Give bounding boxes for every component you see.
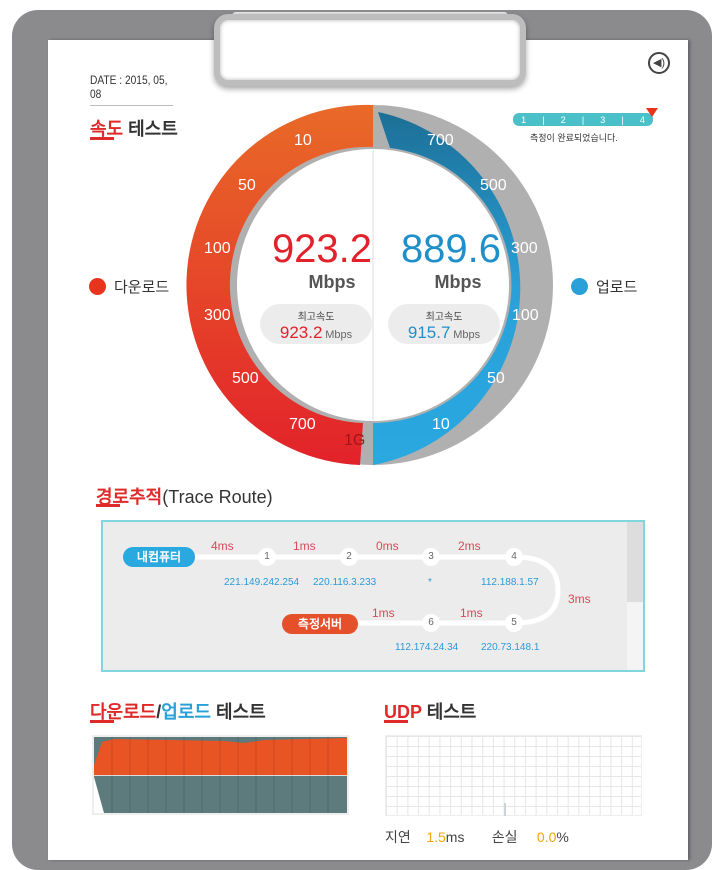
title-underline [90, 720, 114, 723]
hop-latency: 4ms [211, 539, 234, 553]
gauge-tick: 300 [204, 307, 231, 324]
trace-route-panel [101, 520, 645, 672]
title-underline [90, 137, 114, 140]
download-dot-icon [89, 278, 106, 295]
download-speed: 923.2 [271, 227, 373, 271]
hop-node: 1 [258, 548, 276, 566]
dlul-graph-svg [94, 737, 347, 813]
download-max: 최고속도 923.2 Mbps [260, 304, 372, 344]
scrollbar[interactable] [627, 522, 643, 670]
hop-latency: 2ms [458, 539, 481, 553]
speaker-icon[interactable]: ◀) [648, 52, 670, 74]
hop-latency: 0ms [376, 539, 399, 553]
trace-title: 경로추적(Trace Route) [96, 487, 273, 507]
hop-latency: 1ms [293, 539, 316, 553]
hop-node: 2 [340, 548, 358, 566]
hop-node: 3 [422, 548, 440, 566]
dlul-graph [92, 735, 349, 815]
speed-test-title: 속도 테스트 [90, 119, 178, 139]
progress-marker-icon [646, 108, 658, 117]
gauge-tick: 10 [294, 132, 312, 149]
gauge-tick: 1G [344, 432, 366, 449]
title-underline [384, 720, 408, 723]
upload-lead [94, 777, 104, 813]
udp-stats: 지연 1.5ms 손실 0.0% [385, 829, 569, 845]
test-date: DATE : 2015, 05, 08 [90, 73, 174, 106]
download-area [94, 738, 347, 775]
gauge-tick: 500 [232, 370, 259, 387]
gauge-tick: 700 [427, 132, 454, 149]
gauge-tick: 700 [289, 416, 316, 433]
start-node-my-computer: 내컴퓨터 [123, 547, 195, 567]
clipboard-clip [214, 14, 526, 86]
status-text: 측정이 완료되었습니다. [530, 133, 618, 143]
gauge-tick: 300 [511, 240, 538, 257]
hop-ip: * [428, 577, 432, 588]
hop-node: 5 [505, 614, 523, 632]
title-underline [96, 504, 120, 507]
hop-latency: 1ms [372, 606, 395, 620]
hop-ip: 112.174.24.34 [395, 642, 459, 653]
udp-spike [504, 803, 506, 816]
hop-ip: 220.116.3.233 [313, 577, 377, 588]
gauge-tick: 100 [204, 240, 231, 257]
download-arc [186, 104, 373, 465]
udp-graph [385, 735, 642, 816]
hop-latency: 3ms [568, 592, 591, 606]
upload-arc [373, 112, 521, 465]
hop-ip: 220.73.148.1 [481, 642, 540, 653]
hop-latency: 1ms [460, 606, 483, 620]
gauge-tick: 50 [238, 177, 256, 194]
trace-path [170, 554, 561, 626]
gauge-tick: 50 [487, 370, 505, 387]
upload-speed: 889.6 [400, 227, 502, 271]
download-legend: 다운로드 [89, 276, 169, 297]
upload-legend: 업로드 [571, 276, 637, 297]
hop-ip: 221.149.242.254 [224, 577, 300, 588]
end-node-server: 측정서버 [282, 614, 358, 634]
hop-node: 6 [422, 614, 440, 632]
gauge-tick: 500 [480, 177, 507, 194]
hop-node: 4 [505, 548, 523, 566]
upload-unit: Mbps [434, 272, 482, 292]
dlul-test-title: 다운로드/업로드 테스트 [90, 702, 266, 722]
progress-bar: 1 | 2 | 3 | 4 [513, 113, 653, 126]
upload-max: 최고속도 915.7 Mbps [388, 304, 500, 344]
gauge-tick: 100 [512, 307, 539, 324]
upload-dot-icon [571, 278, 588, 295]
hop-ip: 112.188.1.57 [481, 577, 539, 588]
udp-test-title: UDP 테스트 [384, 702, 477, 722]
speed-gauge [186, 104, 553, 465]
gauge-tick: 10 [432, 416, 450, 433]
download-unit: Mbps [308, 272, 356, 292]
